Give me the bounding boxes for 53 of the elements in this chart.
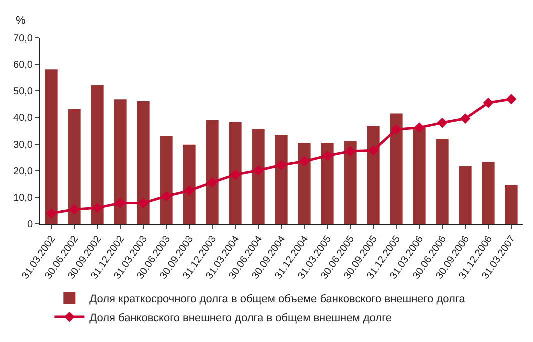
bar — [183, 144, 196, 224]
point — [299, 156, 310, 167]
bar — [160, 136, 173, 224]
point — [460, 114, 471, 124]
point — [69, 204, 80, 215]
point — [138, 198, 149, 208]
bar — [344, 141, 357, 224]
point — [345, 146, 356, 157]
point — [230, 170, 241, 180]
bar — [206, 120, 219, 224]
bar — [45, 70, 58, 224]
bar — [321, 142, 334, 224]
point — [368, 145, 379, 156]
point — [115, 198, 126, 208]
point — [46, 208, 57, 219]
point — [276, 160, 287, 170]
bar — [252, 129, 265, 224]
point — [437, 118, 448, 128]
bar — [91, 85, 104, 224]
point — [253, 165, 264, 176]
legend-label: Доля краткосрочного долга в общем объеме банковского внешнего долга — [90, 293, 466, 306]
y-axis-title: % — [16, 15, 26, 27]
bar — [275, 134, 288, 224]
bar — [505, 184, 518, 224]
y-tick-label: 20,0 — [14, 166, 34, 178]
bar — [298, 142, 311, 224]
point — [92, 202, 103, 214]
bar — [413, 128, 426, 224]
bar — [459, 166, 472, 224]
y-tick-label: 30,0 — [14, 140, 34, 151]
point — [322, 150, 333, 162]
point — [207, 177, 218, 188]
bar — [229, 122, 242, 224]
y-tick-label: 60,0 — [14, 60, 34, 72]
bar — [390, 114, 403, 224]
y-tick-label: 50,0 — [14, 86, 34, 98]
bar — [114, 100, 127, 224]
point — [414, 122, 425, 134]
point — [483, 98, 494, 108]
point — [184, 186, 195, 196]
bar — [482, 162, 495, 224]
bar — [367, 126, 380, 224]
y-tick-label: 10,0 — [14, 192, 34, 204]
bar — [436, 138, 449, 224]
point — [391, 124, 402, 135]
y-tick-label: 0 — [27, 220, 34, 230]
y-tick-label: 70,0 — [14, 34, 34, 44]
bar — [137, 102, 150, 224]
legend-label: Доля банковского внешнего долга в общем внешнем долге — [90, 312, 392, 324]
bar — [68, 109, 81, 224]
point — [161, 191, 172, 202]
point — [506, 94, 517, 105]
y-tick-label: 40,0 — [14, 113, 34, 124]
